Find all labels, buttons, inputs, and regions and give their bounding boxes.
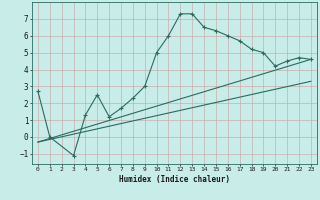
X-axis label: Humidex (Indice chaleur): Humidex (Indice chaleur) [119,175,230,184]
